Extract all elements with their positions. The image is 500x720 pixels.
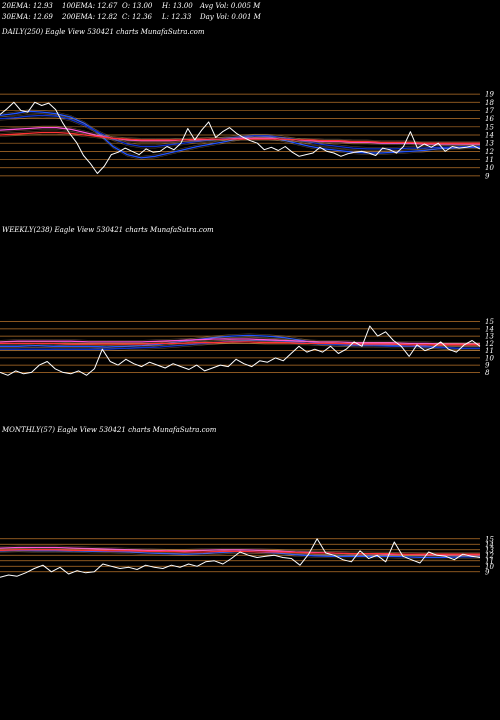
y-tick-label: 15 <box>485 123 494 131</box>
price-line <box>0 325 481 376</box>
stat-close: C: 12.36 <box>122 13 152 21</box>
y-tick-label: 13 <box>485 333 494 341</box>
y-tick-label: 15 <box>485 535 494 543</box>
stat-open: O: 13.00 <box>122 2 153 10</box>
daily-chart-title: DAILY(250) Eagle View 530421 charts Muna… <box>2 28 205 36</box>
ema-red-line <box>0 131 480 144</box>
y-tick-label: 15 <box>485 318 494 326</box>
stat-low: L: 12.33 <box>162 13 192 21</box>
ema-pink-line <box>0 126 480 145</box>
stat-30ema: 30EMA: 12.69 <box>2 13 53 21</box>
ema-band-line <box>0 337 480 343</box>
ema-band-line <box>0 340 480 344</box>
y-tick-label: 12 <box>485 148 494 156</box>
y-tick-label: 14 <box>485 132 494 140</box>
price-line <box>0 538 481 578</box>
y-tick-label: 19 <box>485 91 494 99</box>
y-tick-label: 10 <box>485 563 494 571</box>
stat-200ema: 200EMA: 12.82 <box>62 13 118 21</box>
y-tick-label: 10 <box>485 164 494 172</box>
y-tick-label: 12 <box>485 552 494 560</box>
y-tick-label: 14 <box>485 325 494 333</box>
ema-pink-line <box>0 338 480 345</box>
price-line <box>0 101 481 174</box>
stat-day-vol: Day Vol: 0.001 M <box>200 13 261 21</box>
y-tick-label: 18 <box>485 99 494 107</box>
ema-band-line <box>0 125 480 143</box>
ema-band-line <box>0 551 480 556</box>
ema-blue-slow-line <box>0 339 480 350</box>
ema-band-line <box>0 343 480 347</box>
ema-band-line <box>0 545 480 554</box>
y-tick-label: 13 <box>485 546 494 554</box>
y-tick-label: 9 <box>485 362 490 370</box>
y-tick-label: 16 <box>485 115 494 123</box>
stat-20ema: 20EMA: 12.93 <box>2 2 53 10</box>
y-tick-label: 9 <box>485 568 490 576</box>
ema-band-line <box>0 133 480 145</box>
y-tick-label: 9 <box>485 172 490 180</box>
y-tick-label: 11 <box>485 557 494 565</box>
monthly-chart-title: MONTHLY(57) Eagle View 530421 charts Mun… <box>2 426 217 434</box>
stat-avg-vol: Avg Vol: 0.005 M <box>200 2 261 10</box>
y-tick-label: 8 <box>485 369 490 377</box>
stat-100ema: 100EMA: 12.67 <box>62 2 118 10</box>
y-tick-label: 11 <box>485 156 494 164</box>
ema-band-line <box>0 130 480 142</box>
y-tick-label: 11 <box>485 347 494 355</box>
y-tick-label: 12 <box>485 340 494 348</box>
weekly-chart-title: WEEKLY(238) Eagle View 530421 charts Mun… <box>2 226 214 234</box>
y-tick-label: 17 <box>485 107 494 115</box>
ema-red-line <box>0 341 480 346</box>
y-tick-label: 14 <box>485 541 494 549</box>
y-tick-label: 13 <box>485 140 494 148</box>
ema-red-line <box>0 549 480 555</box>
stat-high: H: 13.00 <box>162 2 193 10</box>
y-tick-label: 10 <box>485 354 494 362</box>
